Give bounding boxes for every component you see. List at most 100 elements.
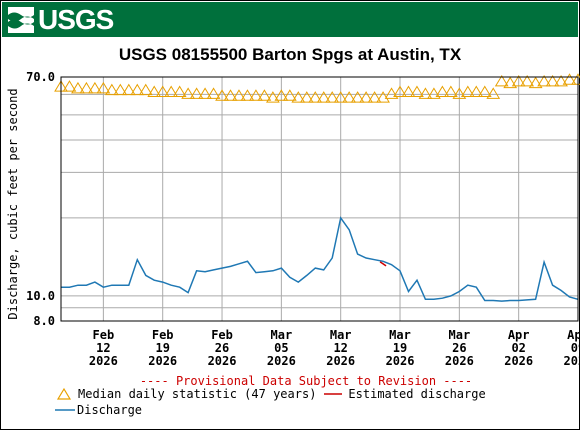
median-point [88,81,102,94]
x-tick-label: Mar [330,328,352,342]
estimated-point [379,261,387,267]
median-point [232,89,246,101]
median-point [477,85,492,97]
median-point [452,87,467,99]
median-point [96,81,111,94]
x-tick-label: Mar [389,328,411,342]
median-point [147,85,162,97]
x-tick-label: Mar [449,328,471,342]
median-point [342,91,357,103]
median-point [435,85,450,97]
x-tick-label: 2026 [504,354,533,368]
median-point [401,85,416,97]
legend-estimated-icon [324,393,343,395]
y-axis-label: Discharge, cubic feet per second [6,88,20,319]
x-tick-label: Feb [211,328,233,342]
x-tick-label: Apr [508,328,530,342]
x-tick-label: 2026 [148,354,177,368]
median-point [240,89,255,101]
x-tick-label: 2026 [267,354,296,368]
legend-row-1: Median daily statistic (47 years) Estima… [56,387,486,401]
usgs-logo[interactable]: USGS [8,4,114,35]
legend-median-label: Median daily statistic (47 years) [78,387,317,401]
usgs-wave-icon [8,7,34,33]
x-tick-label: 2026 [326,354,355,368]
median-point [511,74,526,87]
usgs-banner: USGS [2,2,578,37]
y-tick-label: 10.0 [26,289,55,303]
median-point [198,87,212,99]
median-point [266,91,280,103]
median-point [257,89,272,101]
x-tick-label: Feb [93,328,115,342]
median-point [410,85,424,97]
x-tick-label: 2026 [386,354,415,368]
x-tick-label: 26 [215,341,229,355]
y-tick-label: 70.0 [26,70,55,84]
x-tick-label: 05 [274,341,288,355]
legend-row-2: Discharge [53,403,142,417]
median-point [79,81,94,94]
x-tick-label: 2026 [208,354,237,368]
median-point [316,91,331,103]
median-point [249,89,263,101]
median-point [172,85,187,97]
median-point [520,74,535,87]
x-tick-label: Apr [567,328,580,342]
chart-grid [61,76,579,321]
median-point [291,91,306,103]
provisional-note: ---- Provisional Data Subject to Revisio… [139,374,473,388]
discharge-series [60,216,579,302]
estimated-series [379,261,387,267]
legend-estimated-label: Estimated discharge [348,387,486,401]
legend-discharge-icon [55,409,75,411]
x-tick-label: 2026 [445,354,474,368]
median-point [130,83,145,96]
median-point [528,76,543,89]
median-point [460,85,475,97]
median-point [181,87,196,99]
median-point [121,83,136,96]
median-point [299,91,314,103]
median-point [155,85,170,97]
median-point [427,87,441,99]
median-point [393,85,407,97]
median-point [189,87,204,99]
discharge-line [61,216,579,302]
median-point [62,80,77,92]
chart-title: USGS 08155500 Barton Spgs at Austin, TX [118,45,462,64]
median-point [359,91,373,103]
x-tick-label: 2026 [89,354,118,368]
median-point [486,87,501,99]
y-tick-labels: 70.0 10.0 8.0 [26,70,55,328]
plot-frame [60,76,579,322]
median-point [206,87,221,99]
usgs-logo-text: USGS [38,4,114,35]
x-tick-label: Feb [152,328,174,342]
median-point [104,83,119,96]
x-tick-label: 26 [452,341,466,355]
median-point [545,74,560,87]
median-point [138,83,153,96]
x-tick-label: 12 [333,341,347,355]
x-tick-label: 19 [155,341,169,355]
median-point [71,81,85,94]
median-point [223,89,238,101]
median-point [333,91,348,103]
median-point [494,74,509,87]
median-point [376,91,390,103]
median-point [571,73,580,85]
x-tick-label: 12 [96,341,110,355]
median-point [367,91,382,103]
legend-median-icon [56,387,72,400]
median-point [443,85,458,97]
median-point [384,87,399,99]
x-tick-label: 02 [511,341,525,355]
x-tick-label: 09 [571,341,580,355]
x-tick-labels: Feb122026Feb192026Feb262026Mar052026Mar1… [89,328,580,368]
median-point [562,73,577,85]
x-tick-label: 19 [393,341,407,355]
median-point [308,91,323,103]
